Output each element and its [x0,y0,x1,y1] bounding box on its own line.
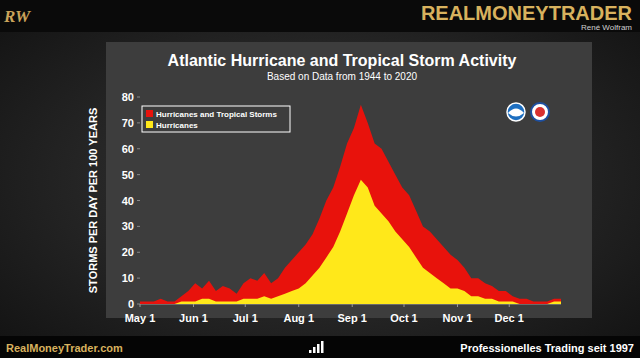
legend-label: Hurricanes and Tropical Storms [156,110,277,119]
signal-bar [317,344,320,353]
x-tick-label: Nov 1 [442,312,472,324]
x-tick-label: May 1 [125,312,156,324]
x-tick-label: Sep 1 [338,312,367,324]
signal-bar [313,347,316,353]
y-axis-label: STORMS PER DAY PER 100 YEARS [87,108,99,293]
noaa-icon [507,103,525,121]
background [0,0,640,358]
header-bar [0,0,640,32]
slogan: Professionelles Trading seit 1997 [460,342,634,354]
x-tick [509,304,510,307]
logo: RW [3,7,32,26]
canvas: RW REALMONEYTRADERRené Wolfram RealMoneyTr… [0,0,640,358]
x-axis: May 1 Jun 1 Jul 1 Aug 1 Sep 1 Oct 1 Nov 1 Dec 1 [125,304,561,324]
y-tick-label: 10 [122,272,134,284]
title: Atlantic Hurricane and Tropical Storm Ac… [168,52,517,69]
x-tick-label: Dec 1 [495,312,524,324]
y-tick-label: 30 [122,220,134,232]
chart-panel [106,42,592,318]
plot-area [140,105,561,304]
brand: REALMONEYTRADER [421,2,633,24]
y-tick-label: 70 [122,117,134,129]
x-tick-label: Jul 1 [233,312,258,324]
nws-icon [531,103,549,121]
agency-logos [507,103,549,121]
y-tick [137,122,140,123]
area-series [140,180,561,304]
legend-box [142,106,290,132]
y-tick-label: 80 [122,91,134,103]
legend-swatch [146,110,153,117]
signal-bar [321,341,324,353]
legend-label: Hurricanes [156,121,198,130]
y-tick-label: 60 [122,143,134,155]
x-tick [403,304,404,307]
nws-icon-core [535,107,545,117]
x-tick [457,304,458,307]
y-tick-label: 20 [122,246,134,258]
y-tick [137,278,140,279]
signal-bar [309,350,312,353]
author: René Wolfram [581,23,632,32]
y-tick [137,97,140,98]
x-tick [245,304,246,307]
x-tick [352,304,353,307]
x-tick [298,304,299,307]
website: RealMoneyTrader.com [6,342,123,354]
noaa-icon-wave [508,109,524,117]
subtitle: Based on Data from 1944 to 2020 [267,71,418,82]
legend: Hurricanes and Tropical Storms Hurricanes [142,106,290,132]
y-tick-label: 50 [122,169,134,181]
x-tick-label: Oct 1 [390,312,418,324]
area-series [140,105,561,304]
y-tick-label: 0 [128,298,134,310]
legend-swatch [146,121,153,128]
y-tick [137,200,140,201]
x-tick [140,304,141,307]
x-tick-label: Jun 1 [179,312,208,324]
y-tick [137,148,140,149]
footer-bar [0,336,640,358]
y-tick [137,226,140,227]
x-tick [193,304,194,307]
y-tick-label: 40 [122,195,134,207]
y-tick [137,174,140,175]
y-axis: 0 10 20 30 40 50 60 70 80 [122,91,140,310]
y-tick [137,252,140,253]
x-tick-label: Aug 1 [283,312,314,324]
signal-icon [309,341,324,353]
